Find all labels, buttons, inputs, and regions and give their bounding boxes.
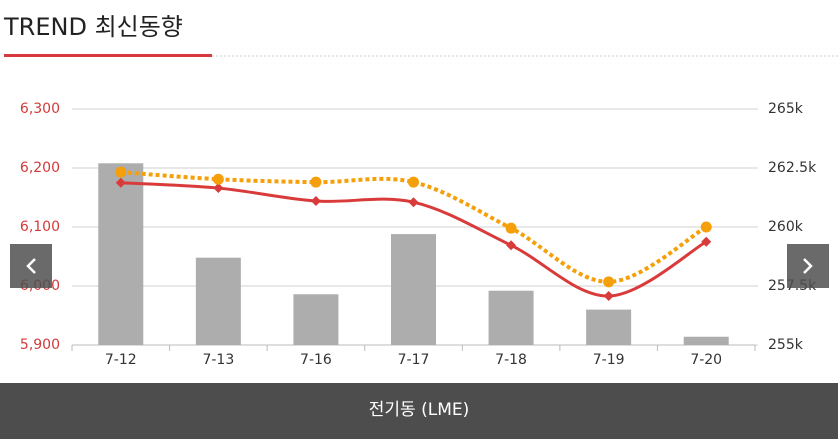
y-tick-label: 6,200 (20, 160, 60, 176)
marker (603, 291, 614, 302)
marker (115, 166, 127, 178)
bar (586, 309, 632, 345)
marker (700, 221, 712, 233)
x-tick-label: 7-19 (593, 352, 625, 368)
marker (408, 197, 419, 208)
marker (505, 222, 517, 234)
bar (683, 336, 729, 345)
x-tick-label: 7-12 (105, 352, 137, 368)
x-tick-label: 7-17 (398, 352, 430, 368)
marker (310, 176, 322, 188)
y2-tick-label: 262.5k (768, 160, 817, 176)
marker (310, 196, 321, 207)
bar (195, 257, 241, 345)
footer-label: 전기동 (LME) (369, 400, 469, 420)
marker (212, 173, 224, 185)
marker (408, 176, 419, 188)
bar (488, 290, 534, 345)
x-tick-label: 7-13 (202, 352, 234, 368)
y-tick-label: 6,300 (20, 101, 60, 117)
bar (391, 234, 436, 345)
marker (701, 236, 712, 247)
y2-tick-label: 265k (768, 101, 804, 117)
marker (115, 177, 126, 188)
next-button[interactable] (787, 244, 829, 288)
y-tick-label: 5,900 (20, 337, 60, 353)
marker (506, 240, 517, 251)
bar (98, 163, 144, 345)
y-tick-label: 6,100 (20, 219, 60, 235)
header-title: TREND 최신동향 (3, 13, 183, 41)
bar (293, 294, 339, 345)
marker (213, 183, 224, 194)
marker (603, 276, 615, 288)
y2-tick-label: 255k (768, 337, 804, 353)
y2-tick-label: 260k (768, 219, 804, 235)
header-underline (4, 54, 212, 57)
x-tick-label: 7-20 (690, 352, 722, 368)
prev-button[interactable] (10, 244, 52, 288)
x-tick-label: 7-16 (300, 352, 332, 368)
footer-bar (0, 383, 838, 439)
x-tick-label: 7-18 (495, 352, 527, 368)
